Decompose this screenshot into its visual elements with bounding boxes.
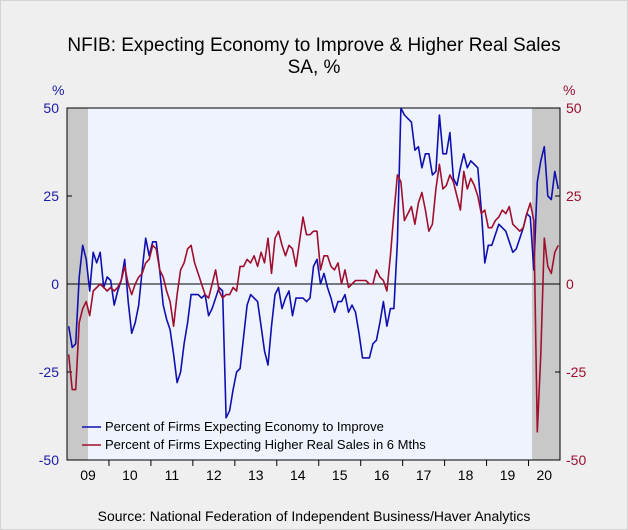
- legend-label-2: Percent of Firms Expecting Higher Real S…: [105, 437, 426, 452]
- x-tick-label: 18: [458, 467, 474, 483]
- x-tick-label: 13: [248, 467, 264, 483]
- x-tick-label: 15: [332, 467, 348, 483]
- x-tick-label: 20: [536, 467, 552, 483]
- left-y-tick-label: 25: [43, 188, 59, 204]
- left-axis-unit: %: [52, 82, 65, 98]
- x-tick-label: 14: [290, 467, 306, 483]
- series-line-sales: [67, 163, 560, 433]
- x-tick-label: 09: [80, 467, 96, 483]
- series-line-economy: [67, 107, 560, 419]
- right-y-tick-label: 25: [566, 188, 582, 204]
- right-y-tick-label: -25: [566, 364, 586, 380]
- right-y-tick-label: 0: [566, 276, 574, 292]
- left-y-tick-label: -50: [39, 452, 59, 468]
- right-y-tick-label: 50: [566, 100, 582, 116]
- left-y-tick-label: 50: [43, 100, 59, 116]
- x-tick-label: 11: [165, 467, 180, 483]
- right-y-tick-label: -50: [566, 452, 586, 468]
- line-chart: 50 25 0 -25 -50 50 25 0 -25 -50 09 10 11 12 13 14 15 16 17…: [39, 100, 587, 483]
- legend-label-1: Percent of Firms Expecting Economy to Im…: [105, 419, 384, 434]
- chart-title: NFIB: Expecting Economy to Improve & Hig…: [67, 35, 561, 56]
- left-y-tick-label: -25: [39, 364, 59, 380]
- left-y-tick-label: 0: [51, 276, 59, 292]
- x-tick-label: 17: [416, 467, 432, 483]
- x-tick-label: 12: [206, 467, 222, 483]
- chart-subtitle: SA, %: [287, 57, 341, 78]
- x-tick-label: 19: [500, 467, 516, 483]
- right-axis-unit: %: [563, 82, 576, 98]
- source-note: Source: National Federation of Independe…: [97, 508, 531, 524]
- x-tick-label: 16: [374, 467, 390, 483]
- x-tick-label: 10: [122, 467, 138, 483]
